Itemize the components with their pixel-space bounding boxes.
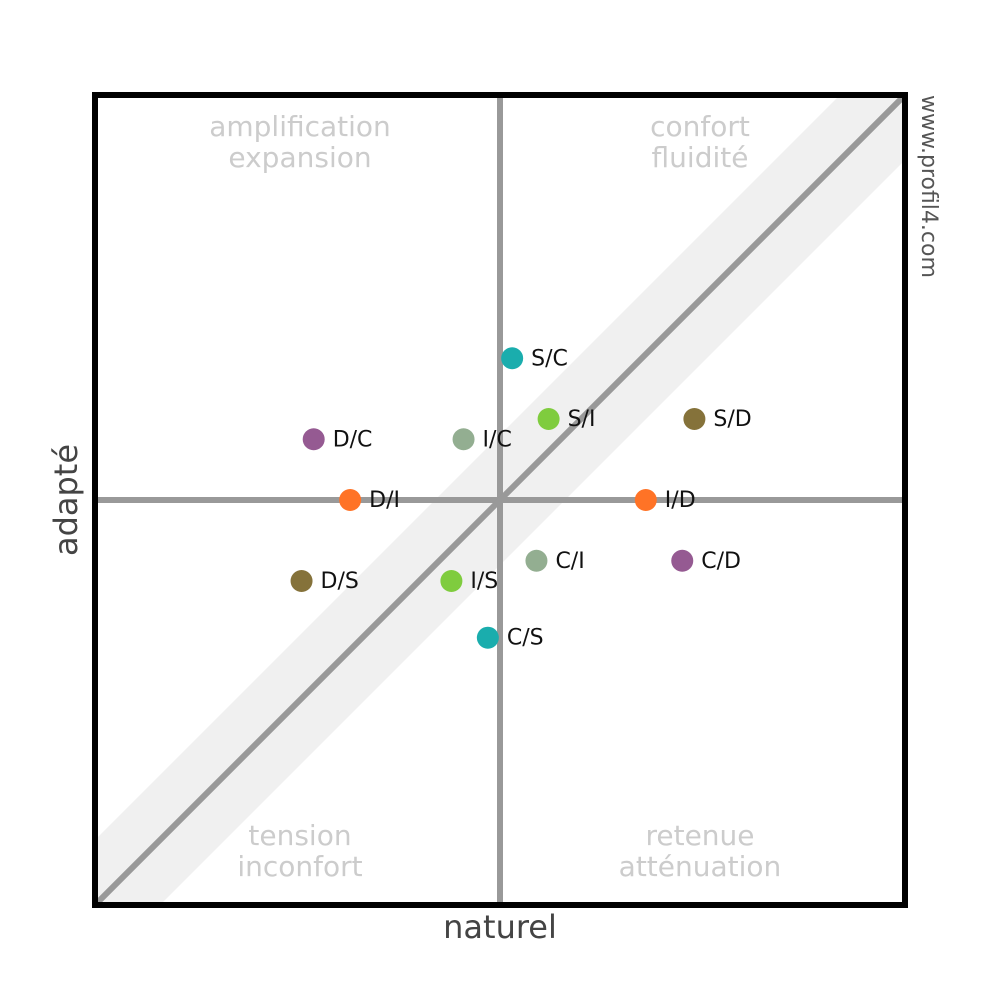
point	[501, 347, 524, 370]
plot-frame	[92, 92, 908, 908]
x-axis-label: naturel	[443, 908, 557, 946]
point	[339, 489, 362, 511]
point	[440, 570, 463, 592]
point	[525, 549, 548, 572]
y-axis-label: adapté	[47, 444, 85, 556]
point-label: I/D	[665, 488, 696, 513]
quadrant-label: inconfort	[237, 850, 362, 883]
quadrant-label: expansion	[228, 141, 371, 174]
diagonal	[92, 92, 908, 908]
point-label: S/I	[568, 407, 596, 432]
point-label: D/C	[333, 427, 373, 452]
point	[671, 549, 694, 572]
quadrant-label: fluidité	[652, 141, 749, 174]
point-label: S/D	[713, 407, 751, 432]
point-label: D/I	[369, 488, 400, 513]
quadrant-label: retenue	[645, 819, 754, 852]
point	[302, 428, 325, 451]
watermark: www.profil4.com	[916, 95, 941, 278]
point	[537, 408, 560, 430]
point	[452, 428, 475, 451]
point-label: C/S	[507, 626, 544, 651]
quadrant-label: tension	[248, 819, 351, 852]
quadrant-label: confort	[650, 110, 750, 143]
point-label: D/S	[321, 569, 359, 594]
point-label: C/D	[701, 549, 741, 574]
point	[683, 408, 706, 430]
point-label: I/S	[470, 569, 498, 594]
point-label: I/C	[483, 427, 512, 452]
point	[290, 570, 313, 592]
point	[634, 489, 657, 511]
point-label: S/C	[531, 346, 568, 371]
quadrant-label: amplification	[209, 110, 391, 143]
point	[476, 626, 499, 649]
quadrant-label: atténuation	[619, 850, 782, 883]
point-label: C/I	[555, 549, 584, 574]
